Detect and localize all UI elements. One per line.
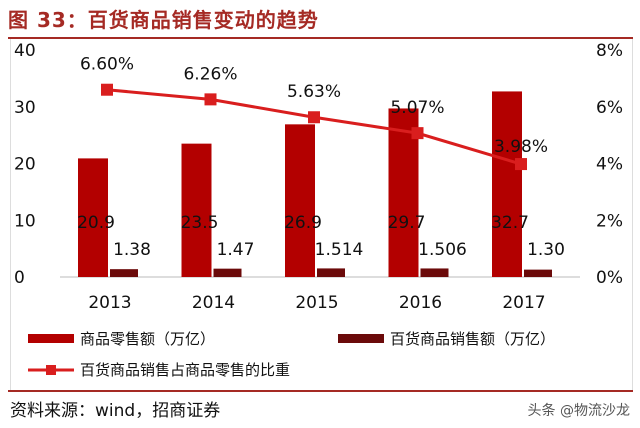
x-tick-label: 2016 <box>399 293 442 313</box>
bar-retail <box>181 143 212 277</box>
x-tick-label: 2014 <box>192 293 235 313</box>
left-tick-label: 0 <box>14 268 25 288</box>
bar-dept-label: 1.30 <box>527 240 565 260</box>
bar-retail-label: 23.5 <box>181 213 219 233</box>
ratio-point <box>515 158 527 171</box>
left-tick-label: 40 <box>14 41 36 61</box>
ratio-label: 5.63% <box>287 82 341 102</box>
ratio-point <box>411 127 424 140</box>
bar-dept <box>420 268 449 277</box>
right-tick-label: 6% <box>596 98 623 118</box>
ratio-point <box>308 111 320 124</box>
legend-dept: 百货商品销售额（万亿） <box>338 328 555 349</box>
bar-dept <box>213 268 242 277</box>
bar-dept <box>110 269 138 277</box>
right-tick-label: 8% <box>596 41 623 61</box>
x-tick-label: 2015 <box>295 293 338 313</box>
bar-retail-label: 32.7 <box>491 213 529 233</box>
bar-retail <box>285 124 315 277</box>
source-rule <box>8 390 633 392</box>
ratio-label: 3.98% <box>494 137 548 157</box>
bar-retail-label: 29.7 <box>388 213 426 233</box>
legend-swatch <box>28 334 74 343</box>
bar-dept-label: 1.506 <box>418 240 467 260</box>
legend-line-marker <box>28 364 74 375</box>
bar-dept-label: 1.38 <box>113 240 151 260</box>
ratio-label: 6.26% <box>183 64 237 84</box>
chart-frame <box>10 39 633 390</box>
legend-label: 百货商品销售占商品零售的比重 <box>80 361 291 379</box>
bar-retail <box>78 158 108 277</box>
right-tick-label: 2% <box>596 211 623 231</box>
bar-retail <box>492 91 522 278</box>
bar-retail-label: 20.9 <box>77 213 115 233</box>
ratio-point <box>101 83 113 96</box>
chart-title: 图 33：百货商品销售变动的趋势 <box>8 8 319 32</box>
legend-swatch <box>338 334 384 343</box>
ratio-label: 6.60% <box>80 55 134 75</box>
ratio-label: 5.07% <box>390 98 444 118</box>
right-tick-label: 4% <box>596 155 623 175</box>
bar-retail-label: 26.9 <box>284 213 322 233</box>
bar-dept <box>317 268 345 277</box>
left-tick-label: 10 <box>14 211 36 231</box>
bar-dept-label: 1.514 <box>315 240 364 260</box>
right-tick-label: 0% <box>596 268 623 288</box>
legend-line: 百货商品销售占商品零售的比重 <box>28 359 290 380</box>
ratio-point <box>204 93 217 106</box>
watermark: 头条 @物流沙龙 <box>527 403 630 419</box>
legend-retail: 商品零售额（万亿） <box>28 328 215 349</box>
title-rule <box>8 37 633 39</box>
x-tick-label: 2017 <box>502 293 545 313</box>
legend-label: 商品零售额（万亿） <box>80 330 216 348</box>
left-tick-label: 20 <box>14 155 36 175</box>
bar-dept <box>524 269 552 277</box>
legend-label: 百货商品销售额（万亿） <box>390 330 556 348</box>
source-note: 资料来源：wind，招商证券 <box>10 401 221 421</box>
x-tick-label: 2013 <box>88 293 131 313</box>
bar-dept-label: 1.47 <box>217 240 255 260</box>
left-tick-label: 30 <box>14 98 36 118</box>
